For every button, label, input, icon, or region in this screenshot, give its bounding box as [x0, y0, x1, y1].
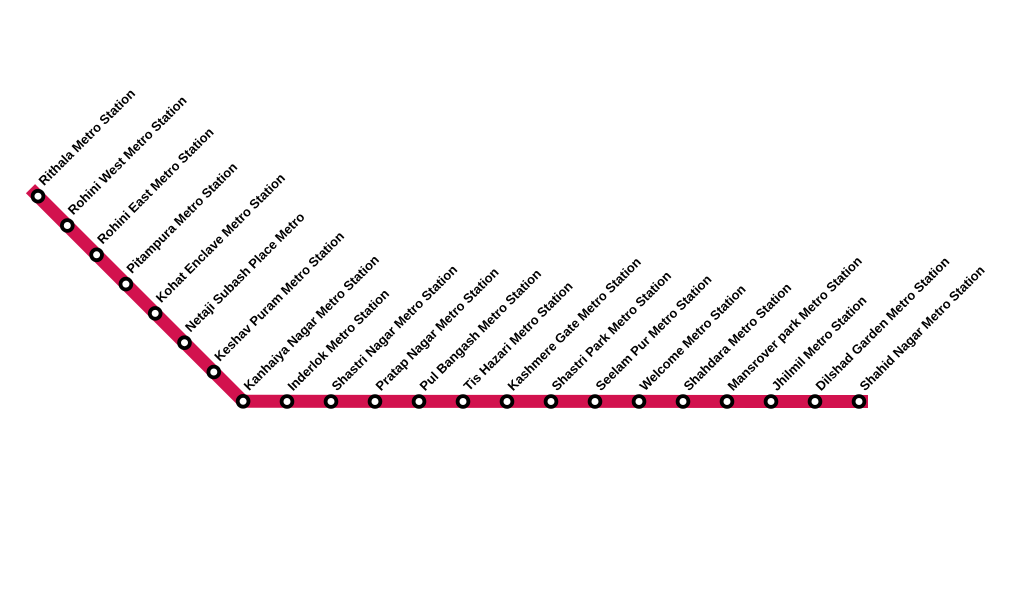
station-marker	[279, 394, 295, 409]
station-marker	[367, 394, 383, 409]
station-marker	[499, 394, 515, 409]
station-marker	[147, 306, 163, 321]
station-marker	[89, 247, 104, 263]
station-marker	[411, 394, 427, 409]
station-label: Rohini West Metro Station	[65, 93, 190, 218]
station-marker	[807, 394, 823, 409]
station-marker	[177, 335, 192, 351]
station-marker	[587, 394, 603, 409]
station-marker	[455, 394, 471, 409]
station-marker	[235, 393, 251, 409]
station-marker	[851, 394, 867, 409]
station-label: Rithala Metro Station	[36, 86, 139, 189]
station-marker	[763, 394, 779, 409]
station-marker	[118, 276, 134, 292]
station-marker	[675, 394, 691, 409]
station-marker	[30, 188, 46, 204]
station-label: Pitampura Metro Station	[123, 159, 240, 276]
station-marker	[543, 394, 559, 409]
station-marker	[719, 394, 735, 409]
station-label: Netaji Subash Place Metro	[182, 209, 308, 335]
station-label: Rohini East Metro Station	[94, 124, 216, 246]
station-marker	[206, 364, 222, 380]
station-marker	[631, 394, 647, 409]
station-marker	[60, 218, 75, 233]
station-marker	[323, 394, 339, 409]
